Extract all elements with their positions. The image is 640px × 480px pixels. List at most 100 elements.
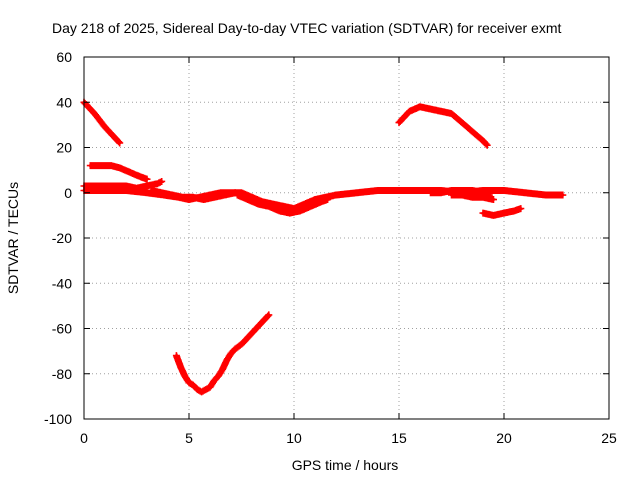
data-point [492, 213, 495, 217]
data-point [200, 390, 204, 394]
data-point [124, 188, 128, 192]
x-tick-label: 5 [185, 430, 193, 446]
data-point [139, 175, 143, 179]
data-point [246, 336, 250, 340]
grid-lines [84, 57, 609, 419]
y-tick-label: 40 [56, 94, 72, 110]
data-point [149, 188, 153, 192]
data-point [187, 381, 191, 385]
data-point [170, 193, 174, 197]
data-point [485, 143, 489, 147]
data-point [254, 327, 258, 330]
data-point [481, 195, 485, 199]
data-point [191, 383, 195, 387]
data-point [204, 388, 208, 392]
data-point [225, 358, 229, 362]
data-point [481, 139, 485, 143]
y-tick-label: 0 [64, 185, 72, 201]
data-point [103, 125, 107, 129]
data-point [334, 193, 338, 197]
data-point [303, 202, 306, 206]
data-point [418, 188, 422, 192]
data-point [561, 193, 565, 197]
tick-labels: 0 5 10 15 20 25 -100 -80 -60 -40 -20 0 20 40 60 [44, 49, 617, 446]
data-point [181, 195, 185, 199]
data-point [397, 121, 401, 125]
data-point [429, 107, 432, 111]
x-tick-label: 25 [601, 430, 617, 446]
data-point [240, 342, 243, 346]
data-point [212, 379, 216, 383]
data-point [282, 204, 285, 208]
data-point [523, 191, 527, 195]
y-tick-label: -20 [52, 230, 72, 246]
data-point [183, 374, 187, 378]
x-tick-label: 20 [496, 430, 512, 446]
series-arc-10 [395, 103, 491, 149]
data-point [250, 331, 254, 335]
data-point [103, 188, 107, 192]
data-point [439, 191, 443, 195]
data-point [355, 191, 359, 195]
tick-marks [83, 56, 610, 420]
data-point [544, 193, 548, 197]
series-arc-1 [80, 98, 124, 147]
data-point [216, 374, 220, 378]
data-point [397, 188, 401, 192]
data-point [118, 141, 122, 145]
data-point [229, 351, 233, 355]
y-axis-label: SDTVAR / TECUs [5, 182, 21, 294]
data-point [288, 211, 292, 215]
x-tick-label: 15 [391, 430, 407, 446]
data-point [471, 195, 474, 199]
data-point [118, 166, 122, 170]
data-point [160, 179, 164, 183]
data-point [439, 109, 443, 113]
data-point [277, 209, 281, 213]
data-point [450, 193, 453, 197]
series-arc-9 [479, 205, 525, 219]
data-point [128, 170, 132, 174]
data-point [235, 193, 239, 197]
data-point [208, 385, 212, 389]
y-tick-label: 20 [56, 140, 72, 156]
series-arc-11 [172, 311, 273, 396]
data-point [481, 211, 485, 215]
data-point [319, 200, 323, 204]
y-tick-label: -100 [44, 411, 72, 427]
data-point [460, 193, 464, 197]
data-point [263, 317, 267, 321]
data-point [376, 188, 380, 192]
data-point [256, 202, 260, 206]
y-tick-label: 60 [56, 49, 72, 65]
data-point [450, 188, 453, 192]
data-point [513, 209, 516, 213]
data-point [326, 198, 330, 202]
data-point [418, 105, 422, 109]
data-point [258, 322, 262, 326]
data-point [109, 164, 113, 168]
data-point [471, 188, 474, 192]
y-tick-label: -80 [52, 366, 72, 382]
data-point [502, 188, 506, 192]
data-point [233, 347, 237, 351]
data-point [160, 191, 164, 195]
data-point [191, 195, 195, 199]
series-arc-2 [86, 162, 151, 183]
data-point [298, 209, 302, 213]
data-point [471, 130, 474, 134]
data-point [88, 164, 92, 168]
data-point [246, 198, 250, 202]
data-point [267, 204, 271, 208]
y-tick-label: -40 [52, 275, 72, 291]
data-point [174, 354, 178, 358]
data-point [93, 112, 96, 116]
data-point [460, 188, 464, 192]
data-point [99, 164, 103, 168]
x-tick-label: 10 [286, 430, 302, 446]
chart-title: Day 218 of 2025, Sidereal Day-to-day VTE… [52, 20, 561, 36]
data-point [223, 193, 227, 197]
series-arc-6 [233, 191, 332, 217]
